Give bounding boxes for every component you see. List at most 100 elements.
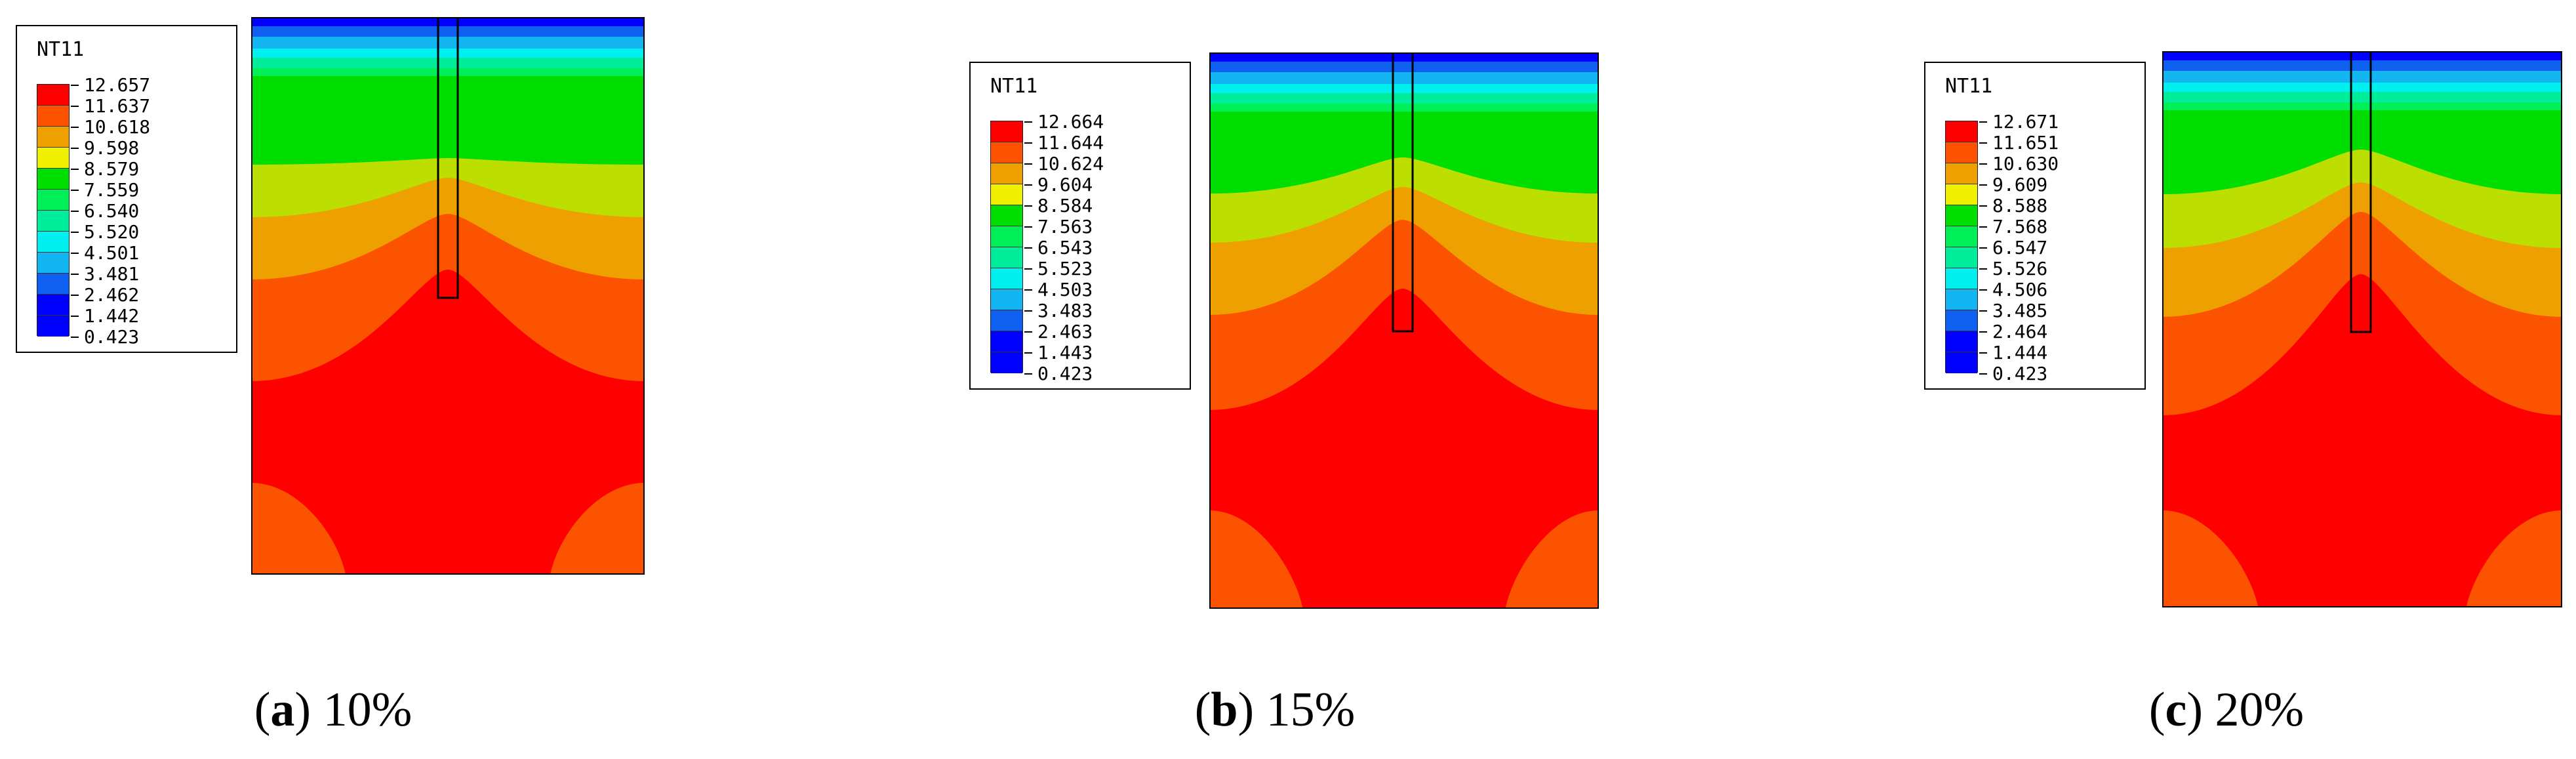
legend-title: NT11	[1945, 75, 1993, 98]
legend-swatch	[991, 184, 1022, 205]
pile-outline	[1392, 52, 1414, 333]
legend-value: 6.540	[71, 201, 150, 222]
model-boundary	[251, 17, 645, 575]
contour-band	[1209, 104, 1599, 112]
legend-value: 10.630	[1979, 154, 2059, 174]
legend-value: 12.657	[71, 75, 150, 96]
legend-swatch	[1946, 352, 1977, 373]
panel-tag: b	[1211, 683, 1238, 737]
contour-band	[2162, 71, 2562, 83]
legend-swatch	[1946, 226, 1977, 247]
legend-value: 3.483	[1024, 300, 1104, 321]
legend-value: 11.637	[71, 96, 150, 117]
legend-swatch	[991, 247, 1022, 268]
legend-value: 9.598	[71, 138, 150, 159]
contour-band	[1505, 510, 1599, 609]
legend-swatch	[1946, 289, 1977, 310]
panel-value: 10%	[323, 683, 413, 737]
legend-swatch	[1946, 247, 1977, 268]
contour-band	[1209, 510, 1303, 609]
legend-value: 7.568	[1979, 216, 2059, 237]
legend-value: 2.464	[1979, 321, 2059, 342]
legend-value: 11.651	[1979, 133, 2059, 154]
contour-band	[1209, 72, 1599, 84]
legend-swatch	[991, 226, 1022, 247]
legend-value: 0.423	[71, 327, 150, 348]
legend-value: 9.609	[1979, 174, 2059, 195]
legend-value: 7.559	[71, 180, 150, 201]
legend-swatch	[991, 289, 1022, 310]
legend-swatch	[991, 268, 1022, 289]
legend-value: 1.444	[1979, 342, 2059, 363]
panel-value: 15%	[1266, 683, 1356, 737]
contour-band	[1209, 62, 1599, 72]
legend-value: 5.520	[71, 222, 150, 243]
legend-value: 6.543	[1024, 237, 1104, 258]
legend-color-bar	[37, 84, 70, 337]
legend-value: 2.462	[71, 285, 150, 306]
legend-swatch	[37, 253, 69, 274]
legend-value: 1.442	[71, 306, 150, 327]
legend-color-bar	[990, 121, 1023, 373]
legend-value: 7.563	[1024, 216, 1104, 237]
contour-band	[251, 483, 346, 575]
contour-band	[251, 68, 645, 76]
legend-swatch	[991, 352, 1022, 373]
model-boundary	[1209, 52, 1599, 609]
legend-value: 8.584	[1024, 195, 1104, 216]
legend-swatch	[37, 106, 69, 127]
legend-swatch	[991, 331, 1022, 352]
legend-swatch	[37, 316, 69, 337]
panel-caption: (c) 20%	[2148, 683, 2304, 737]
model-boundary	[2162, 51, 2562, 607]
contour-band	[2162, 510, 2259, 607]
contour-band	[1209, 84, 1599, 93]
contour-band	[251, 17, 645, 26]
legend-value: 0.423	[1024, 363, 1104, 384]
contour-band	[1209, 52, 1599, 62]
temperature-contour-plot	[1209, 52, 1599, 609]
legend-swatch	[1946, 121, 1977, 142]
legend-swatch	[37, 295, 69, 316]
legend-value: 4.506	[1979, 279, 2059, 300]
contour-band	[251, 37, 645, 49]
contour-band	[1209, 93, 1599, 104]
contour-band	[2162, 60, 2562, 71]
legend-swatch	[37, 190, 69, 211]
legend-value: 8.579	[71, 159, 150, 180]
contour-band	[550, 483, 645, 575]
legend-color-bar	[1945, 121, 1978, 373]
legend-swatch	[37, 85, 69, 106]
legend-swatch	[37, 211, 69, 232]
legend-value: 2.463	[1024, 321, 1104, 342]
legend-value: 12.664	[1024, 112, 1104, 133]
pile-outline	[2350, 51, 2372, 333]
contour-band	[2162, 92, 2562, 102]
legend-swatch	[1946, 142, 1977, 163]
panel-tag: a	[270, 683, 295, 737]
legend-value: 6.547	[1979, 237, 2059, 258]
legend-value: 5.526	[1979, 258, 2059, 279]
legend-swatch	[1946, 205, 1977, 226]
panel-value: 20%	[2215, 683, 2304, 737]
legend-value: 10.618	[71, 117, 150, 138]
panel-c: NT11 12.671 11.651 10.630 9.609 8.588 7.568 6.…	[1705, 0, 2562, 759]
legend-value: 0.423	[1979, 363, 2059, 384]
legend-value: 4.501	[71, 243, 150, 264]
contour-band	[251, 49, 645, 58]
legend-swatch	[37, 232, 69, 253]
contour-band	[2162, 83, 2562, 92]
legend-swatch	[991, 205, 1022, 226]
contour-band	[2162, 102, 2562, 110]
legend-swatch	[37, 127, 69, 148]
contour-band	[2466, 510, 2562, 607]
panel-caption: (a) 10%	[254, 683, 413, 737]
legend-values: 12.664 11.644 10.624 9.604 8.584 7.563 6.543 5.…	[1024, 112, 1104, 384]
legend-value: 11.644	[1024, 133, 1104, 154]
legend-value: 10.624	[1024, 154, 1104, 174]
legend-swatch	[37, 148, 69, 169]
legend-value: 8.588	[1979, 195, 2059, 216]
legend-value: 12.671	[1979, 112, 2059, 133]
panel-a: NT11 12.657 11.637 10.618 9.598 8.579 7.559 6.…	[0, 0, 853, 759]
temperature-contour-plot	[2162, 51, 2562, 607]
